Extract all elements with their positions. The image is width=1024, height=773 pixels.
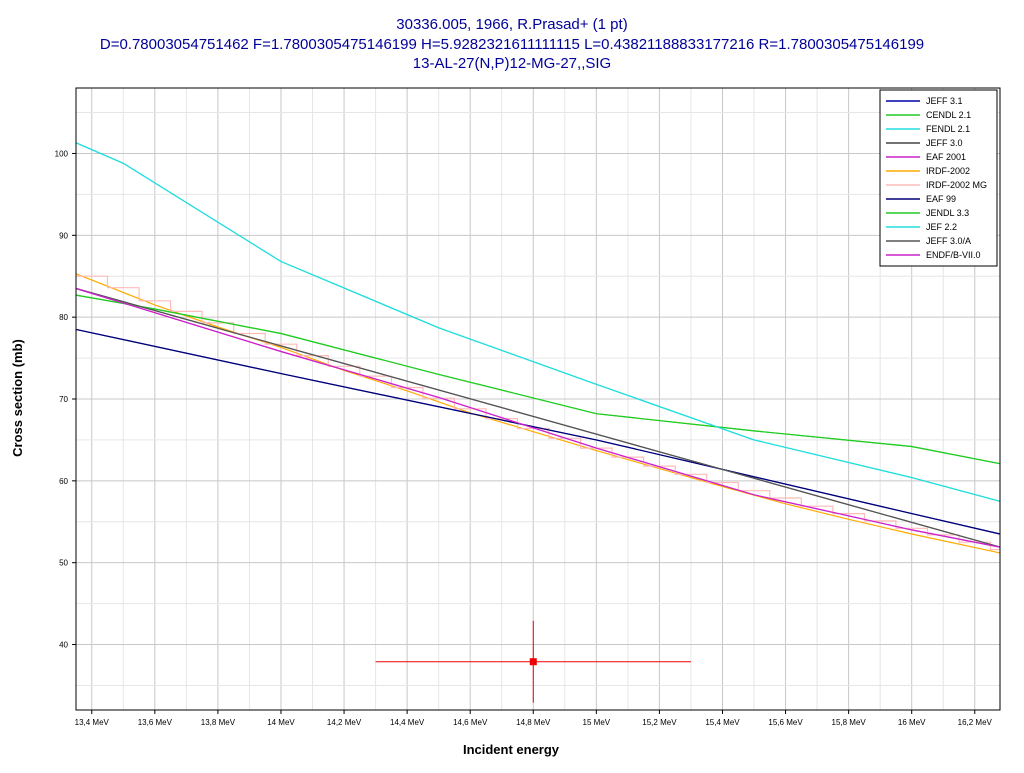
- y-axis-label: Cross section (mb): [10, 339, 25, 457]
- y-tick-label-6: 100: [55, 149, 69, 158]
- legend-label-3: JEFF 3.0: [926, 138, 963, 148]
- legend-label-5: IRDF-2002: [926, 166, 970, 176]
- chart-title: 30336.005, 1966, R.Prasad+ (1 pt) D=0.78…: [100, 16, 924, 72]
- y-tick-label-4: 80: [59, 313, 68, 322]
- legend-label-11: ENDF/B-VII.0: [926, 250, 981, 260]
- legend-label-0: JEFF 3.1: [926, 96, 963, 106]
- x-tick-label-5: 14,4 MeV: [390, 718, 425, 727]
- x-tick-label-4: 14,2 MeV: [327, 718, 362, 727]
- y-tick-label-0: 40: [59, 641, 68, 650]
- legend-label-4: EAF 2001: [926, 152, 966, 162]
- x-tick-label-12: 15,8 MeV: [832, 718, 867, 727]
- series-line-10: [75, 287, 1001, 548]
- x-tick-label-11: 15,6 MeV: [768, 718, 803, 727]
- y-tick-label-2: 60: [59, 477, 68, 486]
- x-tick-label-0: 13,4 MeV: [75, 718, 110, 727]
- x-tick-label-10: 15,4 MeV: [705, 718, 740, 727]
- experimental-points: [375, 620, 691, 703]
- title-line-1: 30336.005, 1966, R.Prasad+ (1 pt): [396, 16, 627, 33]
- x-tick-label-6: 14,6 MeV: [453, 718, 488, 727]
- legend-label-6: IRDF-2002 MG: [926, 180, 987, 190]
- legend-label-2: FENDL 2.1: [926, 124, 970, 134]
- x-tick-label-8: 15 MeV: [583, 718, 611, 727]
- series-line-2: [75, 142, 1001, 502]
- series-line-7: [75, 328, 1001, 535]
- x-axis-label: Incident energy: [463, 742, 560, 757]
- legend-label-9: JEF 2.2: [926, 222, 957, 232]
- legend-label-1: CENDL 2.1: [926, 110, 971, 120]
- series-line-8: [75, 294, 1001, 465]
- x-tick-label-3: 14 MeV: [267, 718, 295, 727]
- y-tick-label-3: 70: [59, 395, 68, 404]
- legend-label-8: JENDL 3.3: [926, 208, 969, 218]
- series-line-9: [75, 142, 1001, 502]
- y-tick-label-1: 50: [59, 559, 68, 568]
- x-tick-label-9: 15,2 MeV: [642, 718, 677, 727]
- x-tick-label-1: 13,6 MeV: [138, 718, 173, 727]
- x-tick-label-2: 13,8 MeV: [201, 718, 236, 727]
- legend-label-7: EAF 99: [926, 194, 956, 204]
- data-point-0: [529, 658, 537, 666]
- series-line-11: [75, 287, 1001, 548]
- legend-box: [879, 89, 998, 267]
- series-line-5: [75, 273, 1001, 554]
- series-line-0: [75, 328, 1001, 535]
- x-tick-label-13: 16 MeV: [898, 718, 926, 727]
- series-layer: [75, 142, 1001, 554]
- legend: JEFF 3.1 CENDL 2.1 FENDL 2.1 JEFF 3.0 EAF 20…: [879, 89, 998, 267]
- title-line-3: 13-AL-27(N,P)12-MG-27,,SIG: [413, 55, 611, 72]
- x-axis-ticks: 13,4 MeV 13,6 MeV 13,8 MeV 14 MeV 14,2 MeV 14…: [75, 710, 993, 727]
- x-tick-label-7: 14,8 MeV: [516, 718, 551, 727]
- y-axis-ticks: 40 50 60 70 80 90 100: [55, 149, 76, 650]
- legend-label-10: JEFF 3.0/A: [926, 236, 971, 246]
- x-tick-label-14: 16,2 MeV: [958, 718, 993, 727]
- y-tick-label-5: 90: [59, 231, 68, 240]
- title-line-2: D=0.78003054751462 F=1.7800305475146199 …: [100, 36, 924, 53]
